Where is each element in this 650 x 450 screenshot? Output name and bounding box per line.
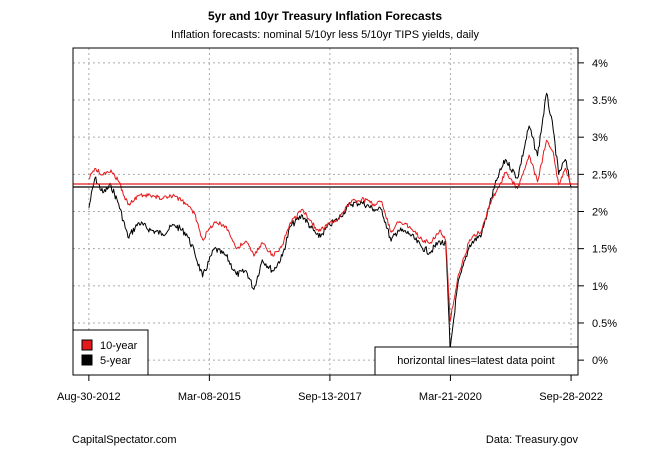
x-axis: Aug-30-2012 Mar-08-2015 Sep-13-2017 Mar-21-… bbox=[57, 375, 603, 403]
grid bbox=[73, 48, 578, 375]
y-tick-label: 3% bbox=[592, 132, 608, 144]
chart-title: 5yr and 10yr Treasury Inflation Forecast… bbox=[208, 9, 442, 23]
x-tick-label: Mar-21-2020 bbox=[419, 391, 482, 403]
chart-subtitle: Inflation forecasts: nominal 5/10yr less… bbox=[171, 29, 479, 41]
legend-box bbox=[72, 329, 149, 376]
y-tick-label: 1.5% bbox=[592, 244, 617, 256]
footer-source-left: CapitalSpectator.com bbox=[72, 434, 177, 446]
annotation-box bbox=[374, 346, 579, 376]
y-tick-label: 2% bbox=[592, 207, 608, 219]
legend-swatch-10-year bbox=[81, 339, 93, 351]
x-tick-label: Aug-30-2012 bbox=[57, 391, 121, 403]
y-tick-label: 4% bbox=[592, 58, 608, 70]
legend: 10-year 5-year bbox=[72, 329, 149, 376]
series-line-10-year bbox=[88, 139, 572, 322]
legend-swatch-5-year bbox=[81, 354, 93, 366]
series-line-5-year bbox=[88, 92, 572, 351]
legend-label-10-year: 10-year bbox=[100, 340, 138, 352]
series-layer bbox=[88, 92, 572, 351]
x-tick-label: Sep-13-2017 bbox=[298, 391, 362, 403]
footer-source-right: Data: Treasury.gov bbox=[486, 434, 579, 446]
x-tick-label: Sep-28-2022 bbox=[539, 391, 603, 403]
legend-label-5-year: 5-year bbox=[100, 355, 132, 367]
annotation-text: horizontal lines=latest data point bbox=[397, 355, 554, 367]
annotation: horizontal lines=latest data point bbox=[374, 346, 579, 376]
y-tick-label: 0.5% bbox=[592, 318, 617, 330]
horizontal-lines bbox=[73, 183, 578, 188]
x-tick-label: Mar-08-2015 bbox=[178, 391, 241, 403]
y-tick-label: 3.5% bbox=[592, 95, 617, 107]
y-tick-label: 1% bbox=[592, 281, 608, 293]
y-tick-label: 0% bbox=[592, 355, 608, 367]
y-axis: 0% 0.5% 1% 1.5% 2% 2.5% 3% 3.5% 4% bbox=[578, 58, 617, 367]
y-tick-label: 2.5% bbox=[592, 169, 617, 181]
